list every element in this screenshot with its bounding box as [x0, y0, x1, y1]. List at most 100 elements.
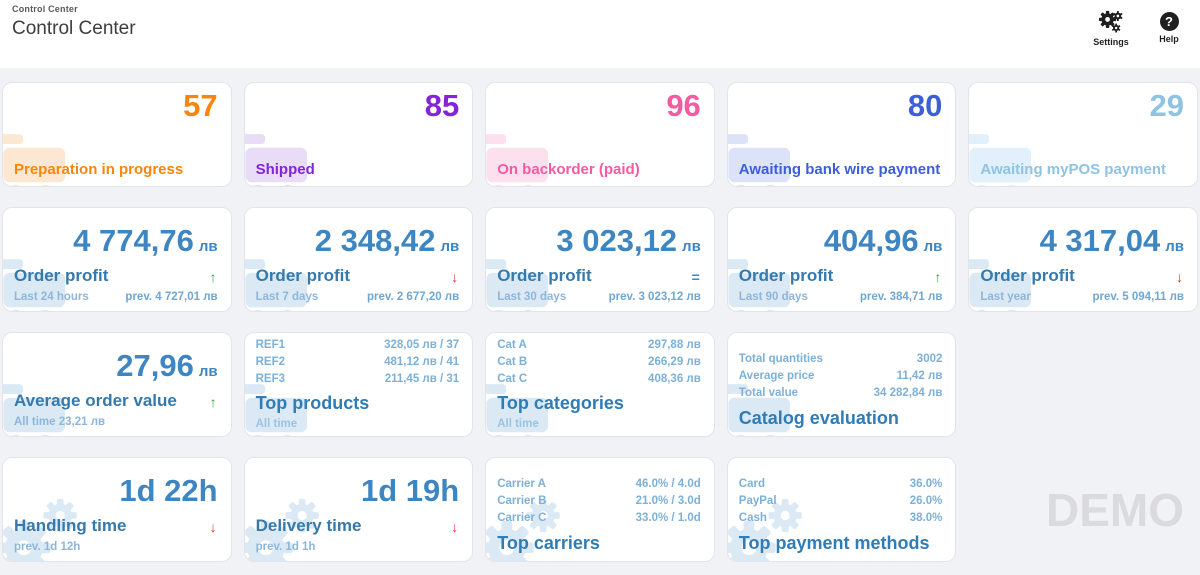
list-item: Average price 11,42 лв: [738, 370, 943, 382]
list-item: PayPal 26.0%: [738, 495, 943, 507]
order-profit-card-24h[interactable]: 4 774,76 лв Order profit ↑ Last 24 hours …: [2, 207, 232, 312]
period-label: Last year: [980, 291, 1031, 303]
cart-icon: [969, 128, 1039, 186]
card-title: Order profit: [738, 266, 834, 285]
status-card-shipped[interactable]: 85 Shipped: [243, 82, 474, 187]
page-header: Control Center Control Center Settings: [0, 0, 1200, 68]
cart-icon: [727, 128, 798, 186]
list-item: Total value 34 282,84 лв: [738, 387, 943, 399]
trend-up-icon: ↑: [209, 394, 217, 410]
period-label: Last 24 hours: [14, 291, 89, 303]
order-profit-card-30d[interactable]: 3 023,12 лв Order profit = Last 30 days p…: [485, 207, 715, 312]
status-label: On backorder (paid): [497, 160, 640, 178]
order-profit-card-year[interactable]: 4 317,04 лв Order profit ↓ Last year prev…: [968, 207, 1198, 312]
status-label: Shipped: [255, 160, 315, 178]
average-order-value-card[interactable]: 27,96 лв Average order value ↑ All time 2…: [2, 332, 232, 437]
order-profit-card-90d[interactable]: 404,96 лв Order profit ↑ Last 90 days pre…: [726, 207, 957, 312]
period-label: Last 7 days: [255, 291, 319, 303]
status-count: 85: [424, 88, 460, 123]
empty-cell: [968, 332, 1198, 437]
status-count: 29: [1149, 88, 1184, 123]
profit-value: 4 317,04 лв: [1039, 223, 1184, 258]
card-title: Order profit: [255, 266, 351, 285]
profit-value: 404,96 лв: [823, 223, 943, 258]
top-payment-methods-list: Card 36.0% PayPal 26.0% Cash 38.0%: [739, 476, 943, 527]
card-title: Top carriers: [497, 533, 600, 553]
top-categories-list: Cat A 297,88 лв Cat B 266,29 лв Cat C 408,3…: [497, 337, 701, 388]
previous-value: prev. 5 094,11 лв: [1092, 291, 1184, 303]
list-item: Cat C 408,36 лв: [497, 373, 701, 385]
demo-watermark: DEMO: [1046, 483, 1184, 536]
cart-icon: [2, 128, 73, 186]
settings-button[interactable]: Settings: [1090, 10, 1132, 47]
top-categories-card[interactable]: Cat A 297,88 лв Cat B 266,29 лв Cat C 408,3…: [485, 332, 715, 437]
period-label: All time: [255, 418, 298, 430]
list-item: Cash 38.0%: [738, 512, 943, 524]
previous-value: prev. 1d 1h: [255, 541, 316, 553]
currency: лв: [1165, 238, 1184, 255]
top-payment-methods-card[interactable]: Card 36.0% PayPal 26.0% Cash 38.0% Top paym…: [726, 457, 957, 562]
previous-value: prev. 3 023,12 лв: [608, 291, 701, 303]
period-label: All time: [497, 418, 539, 430]
order-profit-card-7d[interactable]: 2 348,42 лв Order profit ↓ Last 7 days pr…: [243, 207, 474, 312]
aov-value: 27,96 лв: [116, 348, 218, 383]
previous-value: prev. 384,71 лв: [859, 291, 943, 303]
catalog-evaluation-list: Total quantities 3002 Average price 11,42 …: [739, 351, 943, 402]
card-title: Top products: [255, 393, 370, 413]
trend-up-icon: ↑: [209, 269, 217, 285]
top-products-list: REF1 328,05 лв / 37 REF2 481,12 лв / 41 RE…: [256, 337, 460, 388]
cart-icon: [486, 128, 556, 186]
currency: лв: [682, 238, 701, 255]
trend-down-icon: ↓: [451, 519, 459, 535]
profit-value: 4 774,76 лв: [73, 223, 218, 258]
top-products-card[interactable]: REF1 328,05 лв / 37 REF2 481,12 лв / 41 RE…: [243, 332, 474, 437]
previous-value: prev. 1d 12h: [14, 541, 81, 553]
list-item: REF1 328,05 лв / 37: [255, 339, 460, 351]
list-item: Carrier C 33.0% / 1.0d: [497, 512, 701, 524]
card-title: Catalog evaluation: [738, 408, 899, 428]
currency: лв: [198, 238, 218, 255]
help-button[interactable]: ? Help: [1148, 10, 1190, 47]
card-title: Average order value: [14, 391, 177, 410]
list-item: Carrier A 46.0% / 4.0d: [497, 478, 701, 490]
card-title: Handling time: [14, 516, 127, 535]
card-title: Order profit: [14, 266, 109, 285]
currency: лв: [198, 363, 218, 380]
handling-time-card[interactable]: 1d 22h Handling time ↓ prev. 1d 12h: [2, 457, 232, 562]
status-count: 96: [666, 88, 701, 123]
period-label: Last 30 days: [497, 291, 567, 303]
handling-time-value: 1d 22h: [119, 473, 218, 508]
previous-value: prev. 2 677,20 лв: [367, 291, 460, 303]
card-title: Order profit: [497, 266, 592, 285]
status-card-bank-wire[interactable]: 80 Awaiting bank wire payment: [726, 82, 957, 187]
card-title: Top categories: [497, 393, 624, 413]
dashboard-grid: 57 Preparation in progress 85 Shipped 96…: [0, 68, 1200, 562]
help-icon: ?: [1159, 12, 1179, 31]
list-item: Carrier B 21.0% / 3.0d: [497, 495, 701, 507]
status-count: 80: [907, 88, 943, 123]
list-item: Card 36.0%: [738, 478, 943, 490]
cart-icon: [244, 128, 315, 186]
previous-value: prev. 4 727,01 лв: [125, 291, 218, 303]
card-title: Top payment methods: [738, 533, 930, 553]
list-item: Cat B 266,29 лв: [497, 356, 701, 368]
status-card-backorder[interactable]: 96 On backorder (paid): [485, 82, 715, 187]
status-card-preparation[interactable]: 57 Preparation in progress: [2, 82, 232, 187]
currency: лв: [923, 238, 943, 255]
status-count: 57: [183, 88, 218, 123]
status-label: Awaiting myPOS payment: [980, 160, 1166, 178]
catalog-evaluation-card[interactable]: Total quantities 3002 Average price 11,42 …: [726, 332, 957, 437]
delivery-time-card[interactable]: 1d 19h Delivery time ↓ prev. 1d 1h: [243, 457, 474, 562]
header-actions: Settings ? Help: [1090, 10, 1190, 47]
list-item: Cat A 297,88 лв: [497, 339, 701, 351]
breadcrumb[interactable]: Control Center: [12, 4, 78, 14]
top-carriers-card[interactable]: Carrier A 46.0% / 4.0d Carrier B 21.0% / 3…: [485, 457, 715, 562]
card-title: Delivery time: [255, 516, 362, 535]
delivery-time-value: 1d 19h: [360, 473, 460, 508]
period-label: All time 23,21 лв: [14, 416, 106, 428]
status-card-mypos[interactable]: 29 Awaiting myPOS payment: [968, 82, 1198, 187]
profit-value: 2 348,42 лв: [314, 223, 460, 258]
status-label: Preparation in progress: [14, 160, 184, 178]
card-title: Order profit: [980, 266, 1075, 285]
trend-down-icon: ↓: [1176, 269, 1183, 285]
